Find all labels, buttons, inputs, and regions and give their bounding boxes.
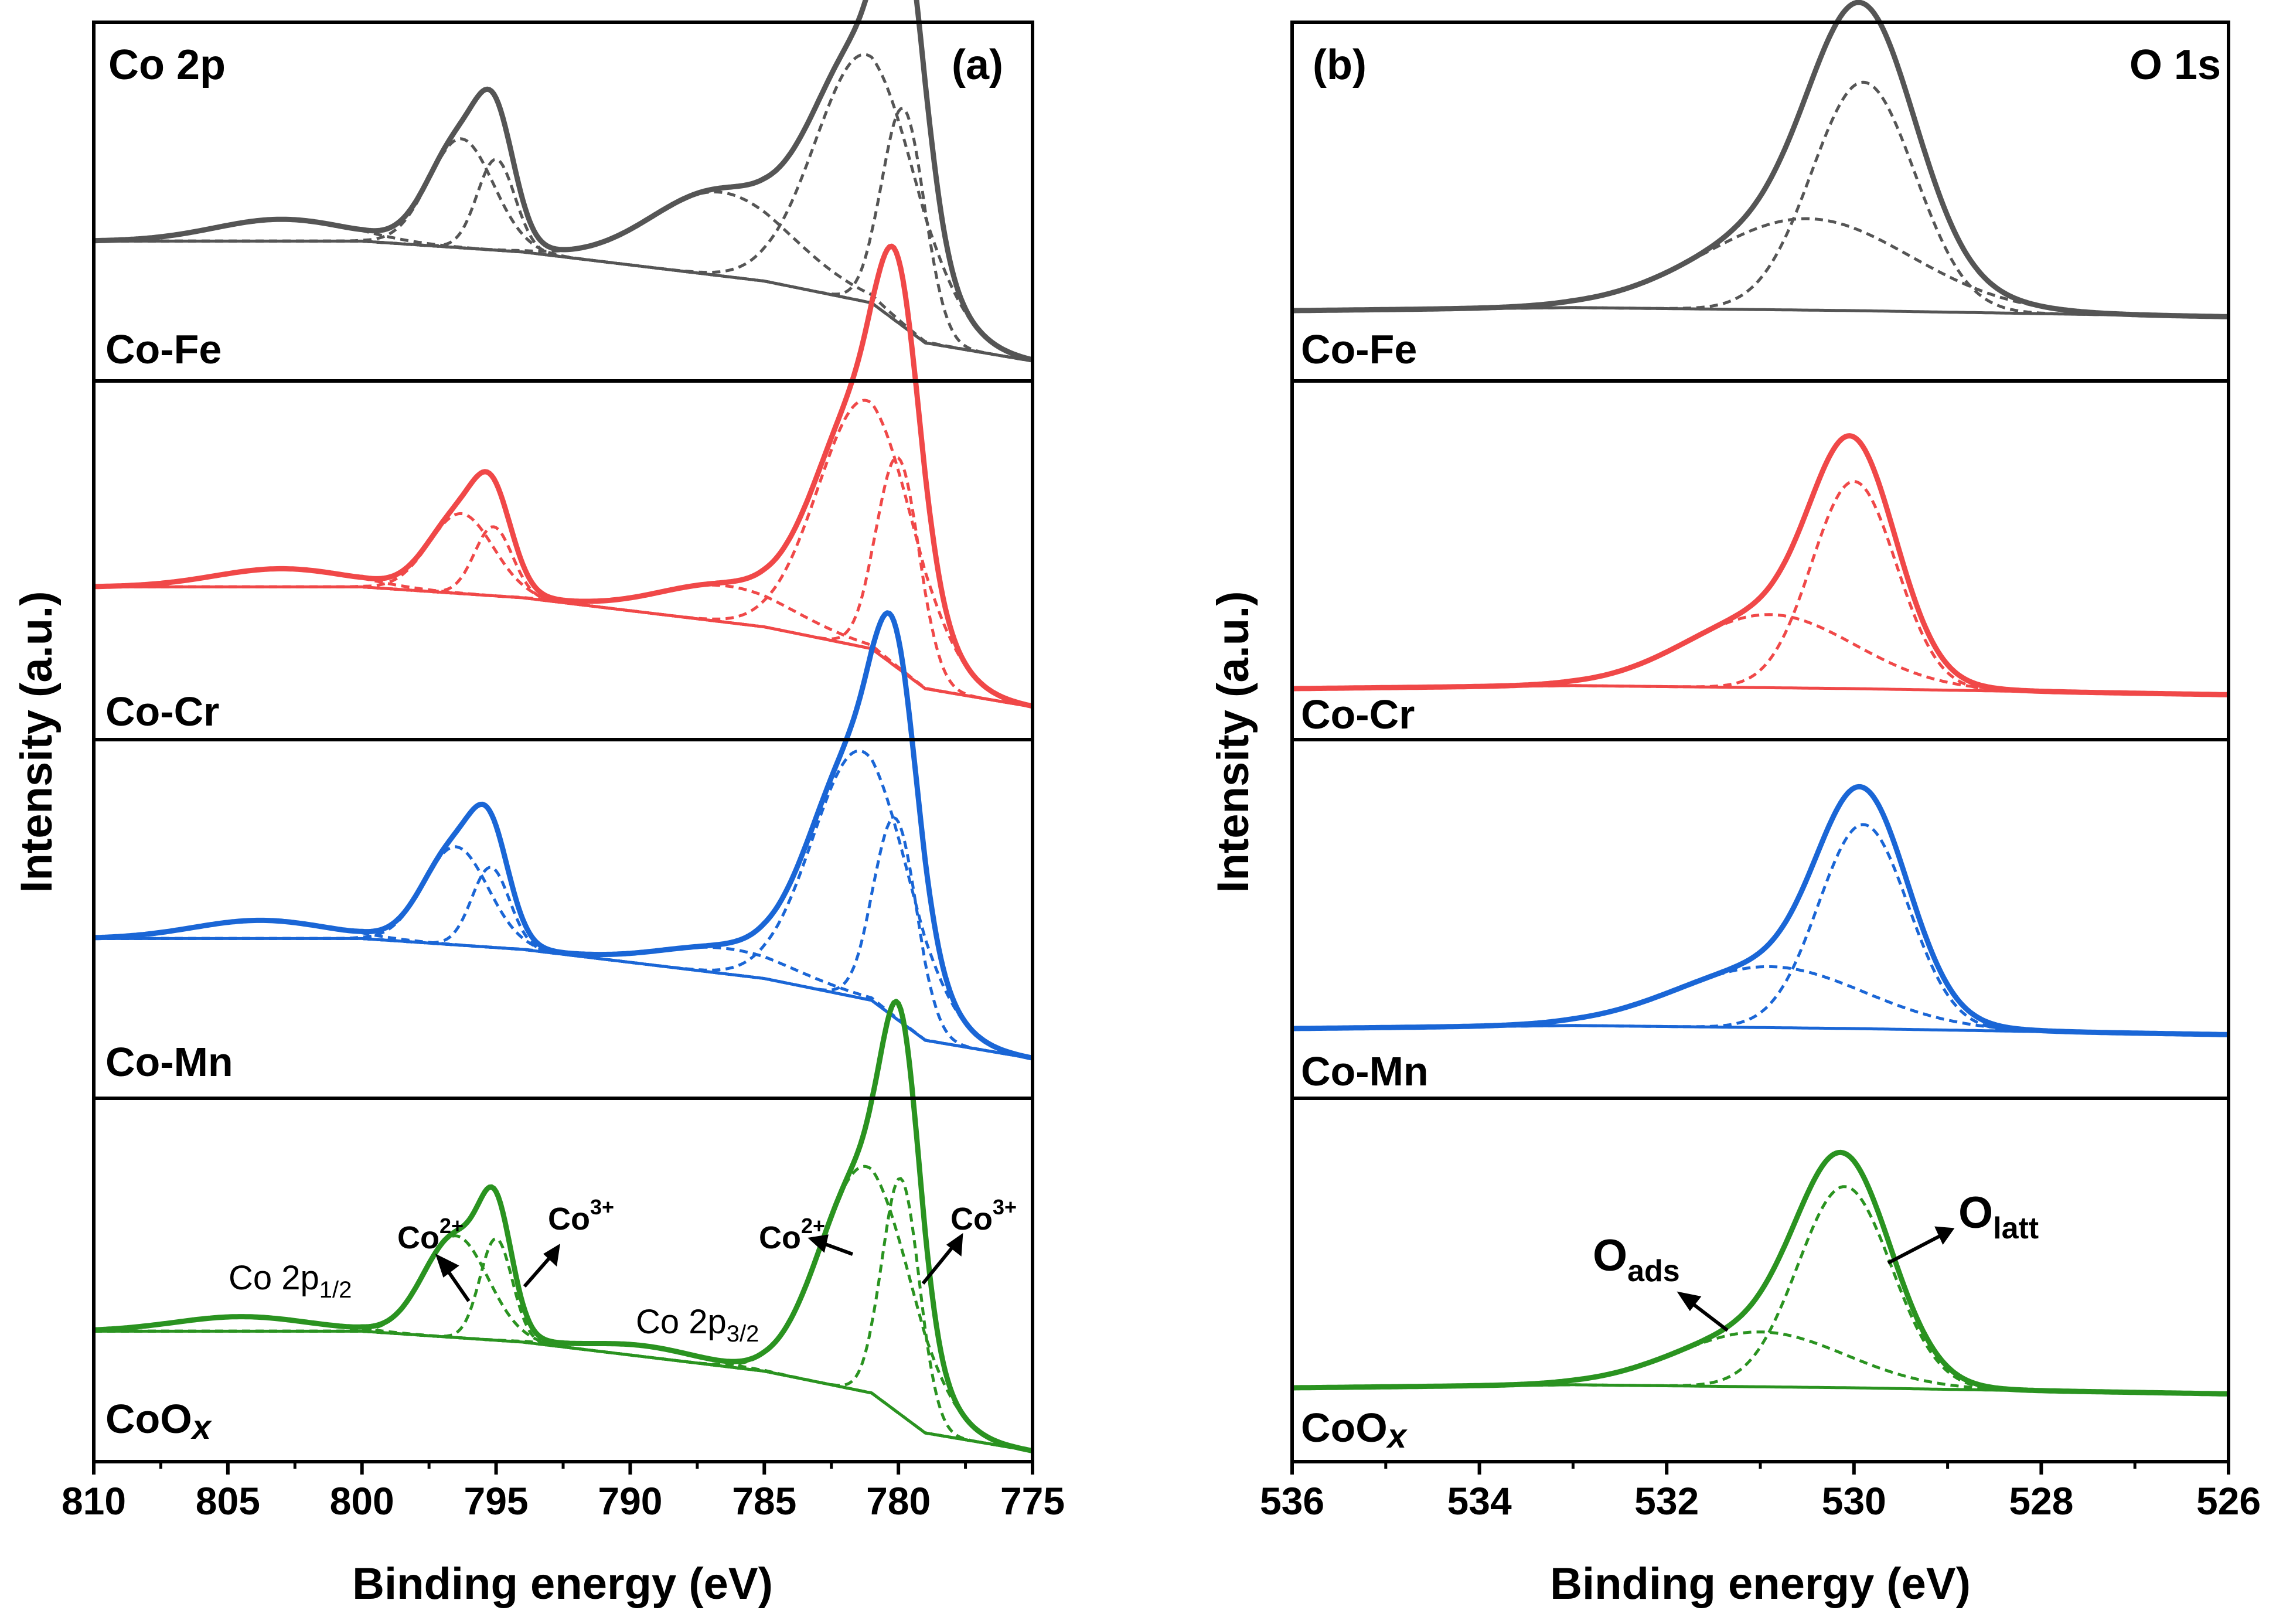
panel-a-sample-label-3: Co-Mn: [105, 1039, 233, 1085]
arrow-co2plus-a-head: [435, 1254, 459, 1278]
arrow-co3plus-b-head: [946, 1233, 963, 1257]
spectrum-envelope: [93, 610, 1033, 1061]
spectrum-envelope: [93, 243, 1034, 709]
fit-component-co3-5: [94, 866, 1033, 1060]
co-mn-spectrum-co2p: [93, 610, 1033, 1061]
panel-b-arrows: [1677, 1226, 1955, 1332]
panel-a-co2p: 810 805 800 795 790 785 780 775 Co 2p (a) Co-Fe…: [12, 0, 1065, 1609]
panel-b-x-axis: 536 534 532 530 528 526: [1260, 1462, 2261, 1523]
arrow-o-ads-head: [1677, 1291, 1702, 1312]
x-tick-label-780: 780: [866, 1479, 931, 1523]
annotation-o-latt: Olatt: [1958, 1188, 2039, 1245]
spectrum-envelope: [1292, 784, 2229, 1037]
co-fe-spectrum-co2p: [93, 0, 1034, 363]
x-tick-label-800: 800: [330, 1479, 394, 1523]
x-tick-label-775: 775: [1000, 1479, 1065, 1523]
fit-component-satellite-6: [93, 217, 1033, 363]
panel-b-sample-label-1: Co-Fe: [1301, 326, 1417, 372]
fit-component-satellite-6: [93, 1315, 1033, 1453]
panel-b-panel-label: (b): [1313, 42, 1367, 88]
spectrum-envelope: [93, 0, 1034, 363]
annotation-co3plus-b: Co3+: [950, 1195, 1017, 1237]
co-fe-spectrum-o1s: [1292, 0, 2229, 319]
panel-b-sample-label-2: Co-Cr: [1301, 692, 1415, 737]
panel-b-sample-label-3: Co-Mn: [1301, 1048, 1429, 1094]
panel-b-sample-label-4: CoOx: [1301, 1405, 1408, 1455]
annotation-co2plus-a: Co2+: [397, 1214, 464, 1255]
co-cr-spectrum-o1s: [1292, 433, 2229, 697]
x-tick-label-805: 805: [196, 1479, 260, 1523]
coox-spectrum-co2p: [93, 999, 1033, 1453]
panel-b-curves: [1292, 0, 2229, 1397]
panel-a-panel-label: (a): [952, 42, 1003, 88]
arrow-o-latt-head: [1934, 1226, 1955, 1245]
annotation-co-2p12: Co 2p1/2: [229, 1259, 352, 1303]
x-tick-label-785: 785: [732, 1479, 796, 1523]
x-tick-label-526: 526: [2196, 1479, 2261, 1523]
panel-a-curves: [93, 0, 1034, 1453]
panel-a-y-axis-label: Intensity (a.u.): [12, 591, 62, 893]
co-mn-spectrum-o1s: [1292, 784, 2229, 1037]
spectrum-envelope: [1292, 1149, 2229, 1397]
panel-b-o1s: 536 534 532 530 528 526 (b) O 1s Co-Fe Co-Cr …: [1208, 0, 2261, 1609]
x-tick-label-530: 530: [1822, 1479, 1886, 1523]
panel-a-sample-label-2: Co-Cr: [105, 689, 219, 734]
panel-a-arrows: [435, 1233, 963, 1302]
x-tick-label-810: 810: [62, 1479, 126, 1523]
x-tick-label-790: 790: [598, 1479, 662, 1523]
annotation-co3plus-a: Co3+: [548, 1195, 614, 1237]
x-tick-label-795: 795: [464, 1479, 529, 1523]
annotation-o-ads: Oads: [1593, 1231, 1680, 1288]
panel-a-sample-label-1: Co-Fe: [105, 326, 222, 372]
arrow-o-latt: [1887, 1232, 1945, 1265]
panel-a-region-label: Co 2p: [108, 42, 226, 88]
annotation-co-2p32: Co 2p3/2: [636, 1303, 759, 1347]
coox-spectrum-o1s: [1292, 1149, 2229, 1397]
arrow-co3plus-b: [921, 1241, 958, 1285]
co-cr-spectrum-co2p: [93, 243, 1034, 709]
arrow-co3plus-a-head: [543, 1244, 560, 1267]
x-tick-label-532: 532: [1634, 1479, 1699, 1523]
panel-b-y-axis-label: Intensity (a.u.): [1208, 591, 1258, 893]
spectrum-envelope: [1292, 0, 2229, 319]
annotation-co2plus-b: Co2+: [759, 1214, 825, 1255]
arrow-co2plus-b-head: [807, 1234, 829, 1253]
panel-a-sample-label-4: CoOx: [105, 1396, 213, 1446]
panel-a-x-axis-label: Binding energy (eV): [352, 1559, 773, 1609]
x-tick-label-534: 534: [1447, 1479, 1512, 1523]
panel-b-x-axis-label: Binding energy (eV): [1550, 1559, 1971, 1609]
x-tick-label-528: 528: [2009, 1479, 2073, 1523]
spectrum-envelope: [1292, 433, 2229, 697]
x-tick-label-536: 536: [1260, 1479, 1324, 1523]
panel-a-x-axis: 810 805 800 795 790 785 780 775: [62, 1462, 1065, 1523]
spectrum-envelope: [93, 999, 1033, 1453]
panel-b-region-label: O 1s: [2130, 42, 2221, 88]
